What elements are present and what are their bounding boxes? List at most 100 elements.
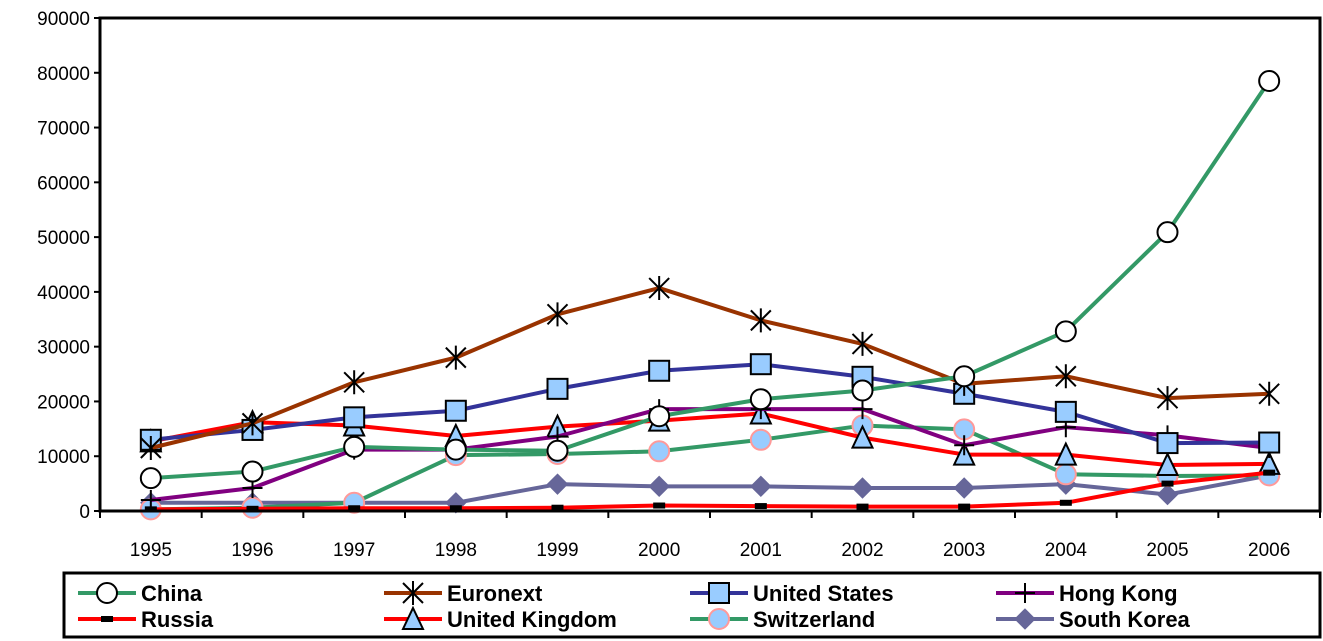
data-point: [852, 399, 873, 420]
data-point: [401, 605, 425, 630]
data-point: [1054, 320, 1077, 343]
legend-item: Hong Kong: [996, 581, 1178, 606]
legend-label: Hong Kong: [1059, 581, 1178, 606]
data-point: [1161, 480, 1174, 487]
data-point: [140, 436, 162, 461]
data-point: [343, 435, 366, 458]
data-point: [1258, 69, 1281, 92]
y-tick-label: 80000: [37, 64, 90, 85]
series-line: [150, 411, 1270, 467]
x-tick-label: 2001: [740, 540, 782, 561]
data-point: [139, 467, 162, 490]
data-point: [953, 477, 975, 499]
data-point: [444, 399, 467, 422]
legend-box: [62, 571, 1322, 639]
data-point: [402, 581, 424, 605]
series-line: [150, 286, 1270, 450]
x-tick-label: 2006: [1248, 540, 1290, 561]
y-tick-label: 60000: [37, 173, 90, 194]
legend-label: Euronext: [447, 581, 543, 606]
x-tick-label: 1997: [333, 540, 375, 561]
data-point: [1015, 583, 1035, 603]
data-point: [348, 505, 361, 512]
y-axis-ticks: 0 10000 20000 30000 40000 50000 60000 70000 8000…: [37, 9, 100, 523]
data-point: [1156, 432, 1179, 455]
data-point: [850, 424, 875, 449]
x-tick-label: 1999: [536, 540, 578, 561]
data-point: [708, 582, 730, 604]
data-point: [954, 435, 975, 456]
legend-item: United Kingdom: [384, 605, 617, 632]
legend-label: Switzerland: [753, 607, 875, 632]
data-point: [241, 411, 264, 436]
data-point: [851, 477, 874, 499]
data-point: [246, 505, 259, 512]
y-tick-label: 90000: [37, 9, 90, 30]
data-point: [749, 353, 772, 376]
legend: China Euronext United States Hong Kong Russi…: [62, 571, 1322, 639]
data-point: [749, 428, 772, 451]
x-tick-label: 1995: [130, 540, 172, 561]
data-point: [1059, 499, 1072, 506]
data-point: [1155, 451, 1180, 476]
plot-area-frame: [98, 16, 1322, 513]
data-point: [1055, 364, 1077, 389]
data-point: [1258, 381, 1280, 406]
y-tick-label: 40000: [37, 283, 90, 304]
data-point: [1054, 463, 1077, 486]
data-point: [343, 406, 366, 429]
x-tick-label: 2005: [1146, 540, 1188, 561]
data-point: [546, 377, 569, 400]
legend-item: Switzerland: [690, 607, 875, 632]
data-point: [445, 345, 467, 370]
y-tick-label: 70000: [37, 119, 90, 140]
series-line: [150, 473, 1270, 505]
y-tick-label: 0: [79, 502, 90, 523]
data-point: [856, 503, 869, 510]
data-point: [648, 405, 671, 428]
x-tick-label: 1996: [231, 540, 273, 561]
data-point: [101, 616, 113, 622]
x-tick-label: 2002: [841, 540, 883, 561]
data-point: [1156, 386, 1179, 411]
data-point: [851, 331, 874, 356]
y-tick-label: 10000: [37, 447, 90, 468]
data-point: [1014, 608, 1036, 630]
legend-item: China: [78, 581, 203, 606]
data-point: [648, 440, 671, 463]
legend-item: Euronext: [384, 581, 543, 606]
data-point: [648, 359, 671, 382]
y-tick-label: 30000: [37, 338, 90, 359]
series-line: [150, 362, 1270, 446]
data-point: [343, 370, 365, 395]
legend-label: China: [141, 581, 203, 606]
data-point: [551, 504, 564, 511]
data-point: [648, 276, 670, 301]
x-axis-ticks: 1995 1996 1997 1998 1999 2000 2001 2002 2003 2004…: [99, 511, 1321, 561]
data-point: [1263, 469, 1276, 476]
data-point: [546, 473, 569, 495]
data-point: [444, 438, 467, 461]
data-point: [96, 582, 118, 604]
data-point: [851, 379, 874, 402]
legend-item: United States: [690, 581, 894, 606]
y-tick-label: 20000: [37, 392, 90, 413]
data-point: [449, 505, 462, 512]
data-point: [653, 502, 666, 509]
data-point: [1156, 221, 1179, 244]
data-point: [958, 503, 971, 510]
data-point: [241, 460, 264, 483]
data-point: [750, 308, 772, 333]
series-line: [150, 79, 1271, 481]
legend-label: South Korea: [1059, 607, 1191, 632]
legend-item: Russia: [78, 607, 214, 632]
data-point: [546, 439, 569, 462]
legend-label: Russia: [141, 607, 214, 632]
data-point: [1156, 483, 1179, 506]
x-tick-label: 2000: [638, 540, 680, 561]
legend-label: United Kingdom: [447, 607, 617, 632]
x-tick-label: 2004: [1045, 540, 1088, 561]
data-point: [546, 302, 569, 327]
legend-item: South Korea: [996, 607, 1191, 632]
